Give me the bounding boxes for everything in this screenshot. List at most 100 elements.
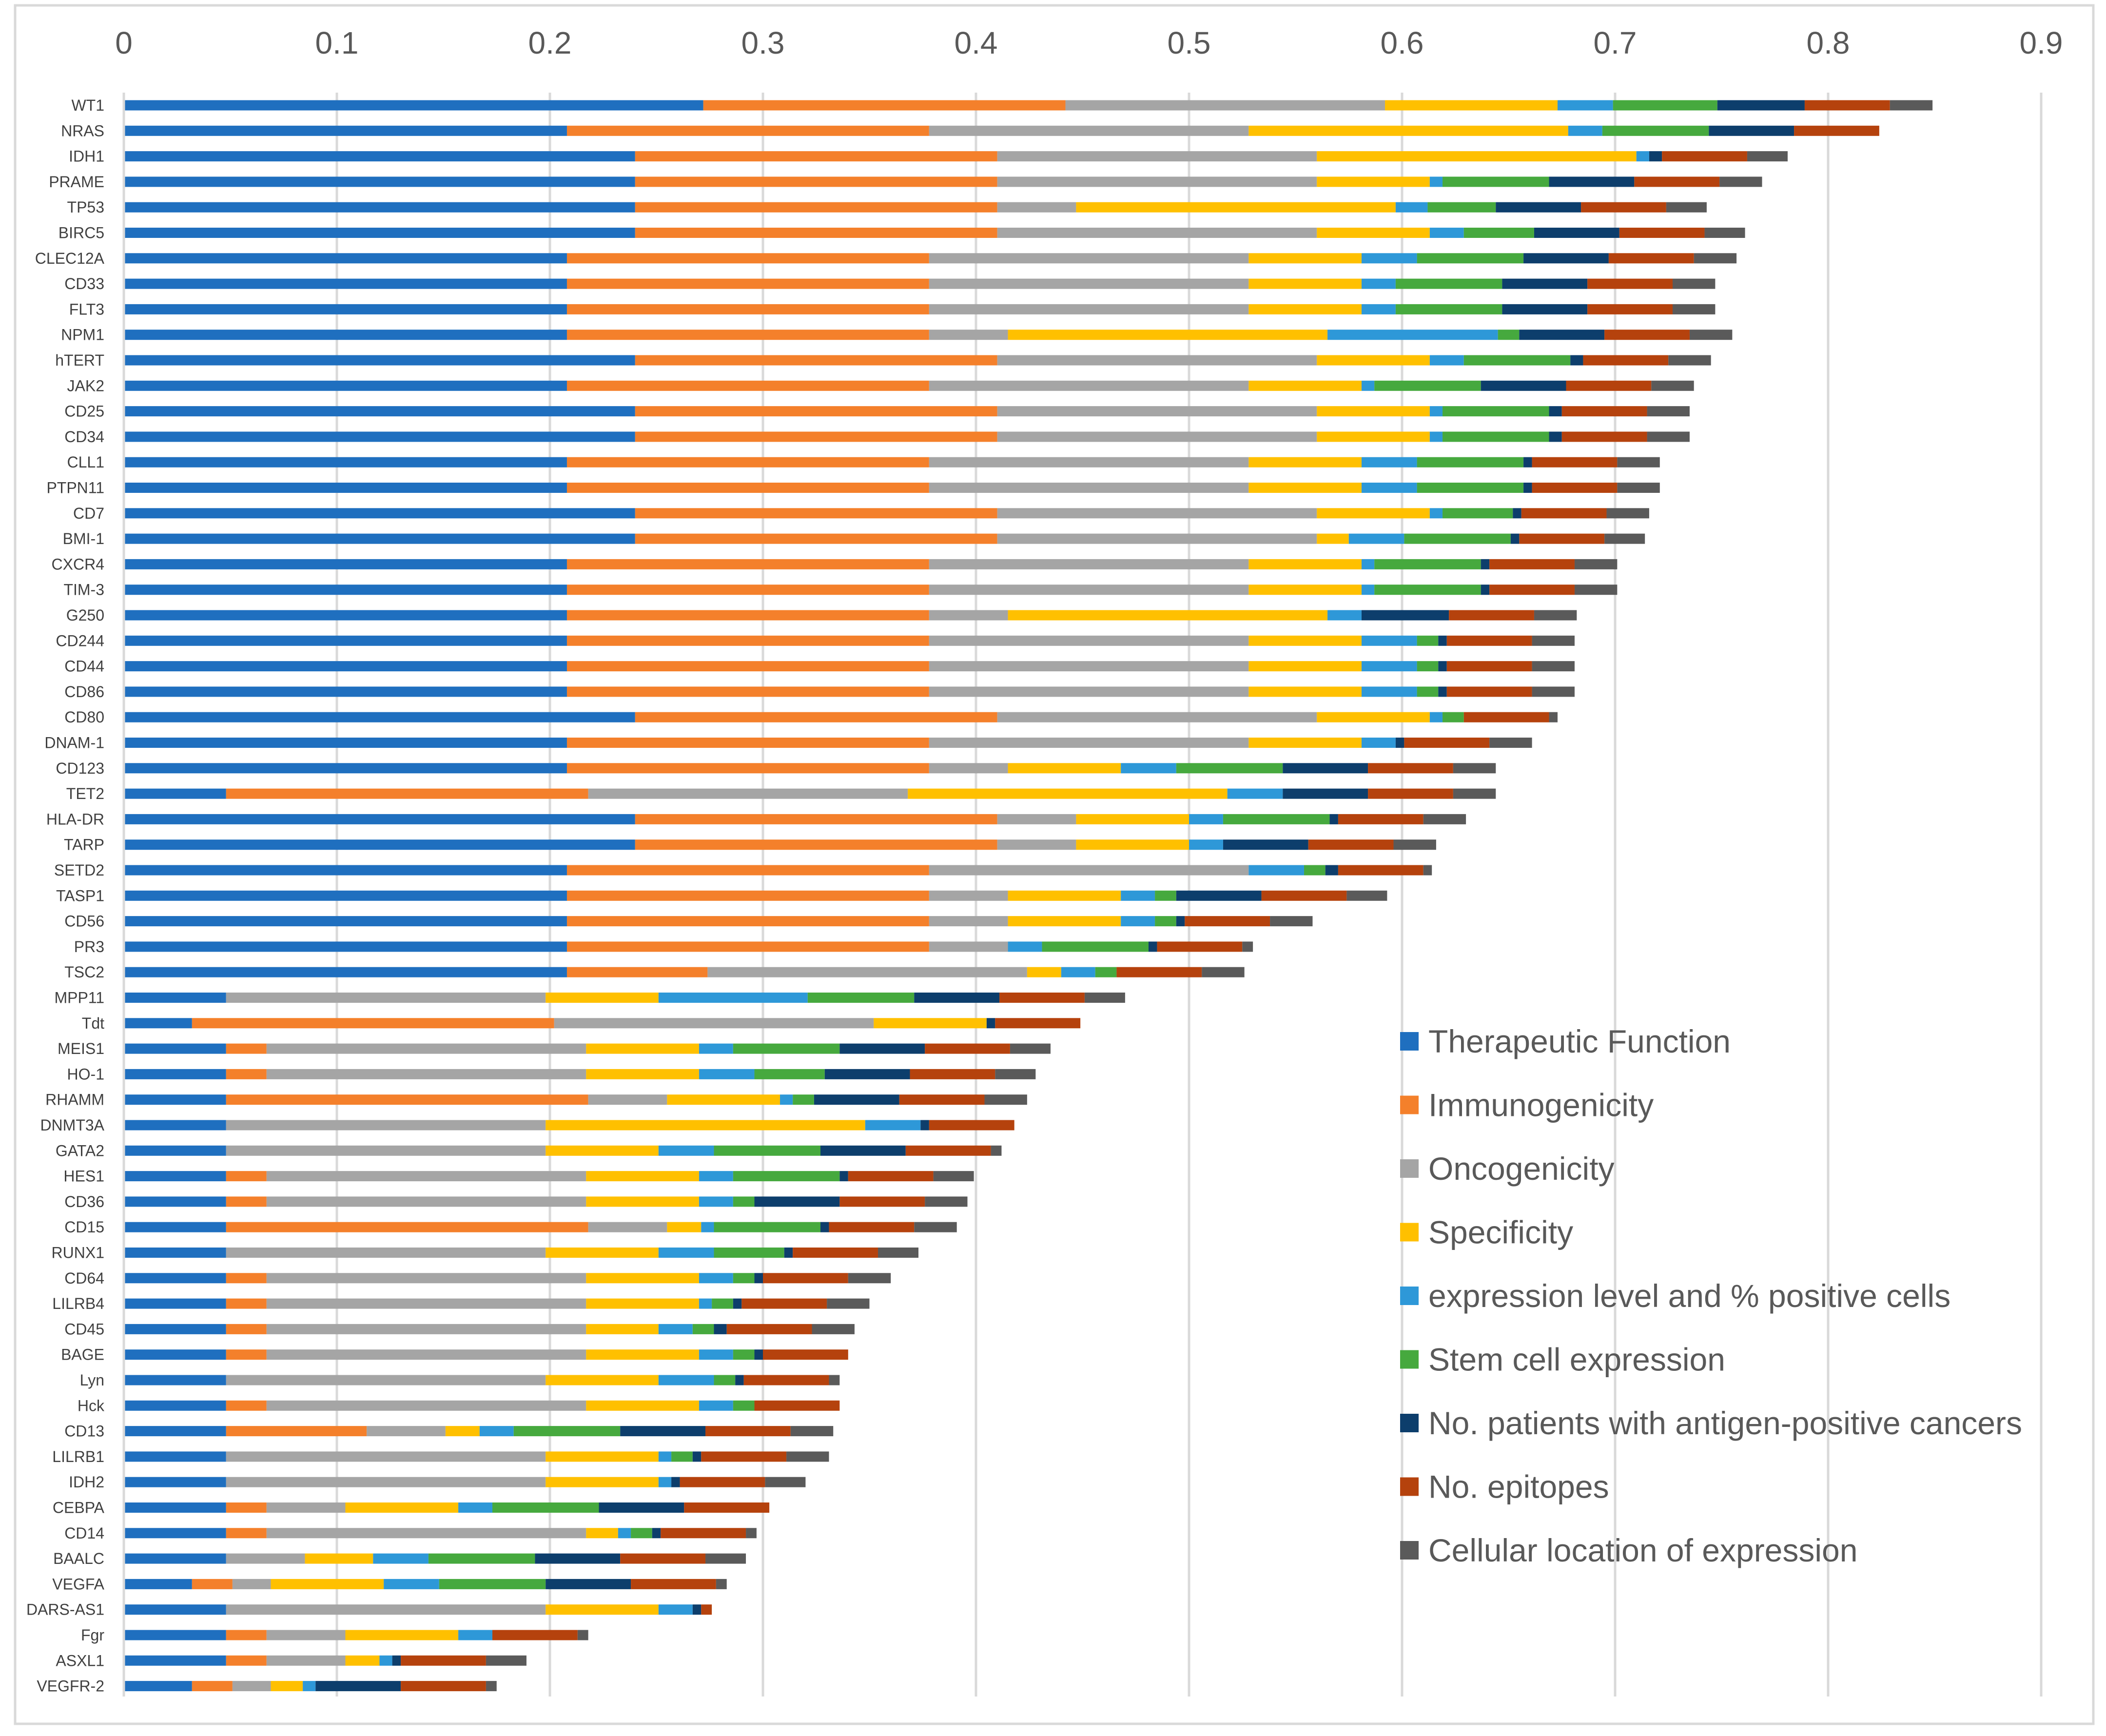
category-label: CD244 bbox=[56, 632, 104, 649]
bar-segment bbox=[1148, 941, 1157, 952]
bar-segment bbox=[1604, 533, 1645, 544]
bar-segment bbox=[714, 1248, 784, 1258]
category-label: hTERT bbox=[55, 351, 104, 369]
bar-segment bbox=[712, 1298, 733, 1309]
bar-segment bbox=[1549, 176, 1635, 187]
bar-segment bbox=[1361, 610, 1449, 621]
bar-segment bbox=[226, 788, 588, 799]
bar-segment bbox=[1061, 967, 1095, 977]
bar-segment bbox=[635, 533, 997, 544]
bar-segment bbox=[1534, 610, 1577, 621]
bar-segment bbox=[1513, 508, 1521, 519]
bar-segment bbox=[743, 1375, 829, 1385]
bar-segment bbox=[1583, 355, 1669, 366]
bar-segment bbox=[124, 125, 567, 136]
bar-segment bbox=[929, 559, 1249, 569]
bar-segment bbox=[1463, 712, 1549, 722]
category-label: MEIS1 bbox=[58, 1040, 104, 1057]
bar-segment bbox=[1368, 788, 1453, 799]
bar-segment bbox=[699, 1171, 733, 1182]
bar-segment bbox=[1317, 533, 1349, 544]
bar-segment bbox=[1076, 202, 1396, 213]
bar-segment bbox=[1521, 508, 1607, 519]
category-label: DARS-AS1 bbox=[26, 1601, 104, 1619]
bar-segment bbox=[124, 738, 567, 748]
bar-segment bbox=[784, 1248, 793, 1258]
bar-segment bbox=[373, 1553, 429, 1564]
bar-segment bbox=[1429, 508, 1443, 519]
bar-segment bbox=[705, 1426, 791, 1437]
bar-segment bbox=[1423, 865, 1432, 876]
bar-segment bbox=[1453, 763, 1496, 774]
bar-segment bbox=[1523, 457, 1532, 468]
legend-swatch bbox=[1400, 1541, 1419, 1560]
bar-segment bbox=[401, 1681, 486, 1692]
category-label: CD34 bbox=[64, 428, 104, 446]
bar-segment bbox=[535, 1553, 621, 1564]
bar-segment bbox=[1393, 839, 1436, 850]
bar-segment bbox=[124, 1604, 226, 1615]
bar-segment bbox=[733, 1349, 755, 1360]
bar-segment bbox=[546, 1248, 659, 1258]
bar-segment bbox=[1202, 967, 1245, 977]
bar-segment bbox=[226, 1298, 267, 1309]
bar-segment bbox=[1647, 406, 1690, 417]
x-tick-label: 0.7 bbox=[1594, 25, 1637, 60]
legend-swatch bbox=[1400, 1159, 1419, 1178]
bar-segment bbox=[1361, 661, 1417, 672]
bar-segment bbox=[546, 1375, 659, 1385]
bar-segment bbox=[1317, 176, 1430, 187]
bar-segment bbox=[1423, 814, 1466, 824]
bar-segment bbox=[124, 1222, 226, 1232]
bar-segment bbox=[824, 1069, 910, 1079]
bar-segment bbox=[997, 176, 1317, 187]
bar-segment bbox=[635, 814, 997, 824]
legend-swatch bbox=[1400, 1350, 1419, 1369]
bar-segment bbox=[1604, 330, 1690, 340]
bar-segment bbox=[620, 1426, 706, 1437]
bar-segment bbox=[984, 1094, 1027, 1105]
bar-segment bbox=[754, 1196, 840, 1207]
bar-segment bbox=[1404, 533, 1511, 544]
bar-segment bbox=[367, 1426, 446, 1437]
bar-segment bbox=[692, 1324, 714, 1334]
bar-segment bbox=[1283, 763, 1368, 774]
bar-segment bbox=[566, 890, 929, 901]
bar-segment bbox=[266, 1324, 586, 1334]
bar-segment bbox=[586, 1171, 699, 1182]
bar-segment bbox=[226, 1145, 546, 1156]
bar-segment bbox=[991, 1145, 1002, 1156]
bar-segment bbox=[793, 1248, 878, 1258]
bar-segment bbox=[124, 1273, 226, 1284]
bar-segment bbox=[829, 1222, 915, 1232]
bar-segment bbox=[658, 1604, 693, 1615]
bar-segment bbox=[1185, 916, 1270, 927]
bar-segment bbox=[1361, 585, 1375, 595]
bar-segment bbox=[513, 1426, 621, 1437]
legend-label: Stem cell expression bbox=[1428, 1342, 1725, 1378]
legend: Therapeutic Function Immunogenicity Oncoge… bbox=[1400, 1023, 2022, 1568]
bar-segment bbox=[1417, 686, 1439, 697]
bar-segment bbox=[1395, 304, 1502, 314]
category-label: CD45 bbox=[64, 1320, 104, 1338]
bar-segment bbox=[1084, 993, 1125, 1003]
bar-segment bbox=[124, 635, 567, 646]
bar-segment bbox=[546, 1604, 659, 1615]
bar-segment bbox=[1608, 253, 1694, 264]
bar-segment bbox=[765, 1477, 806, 1487]
bar-segment bbox=[925, 1043, 1010, 1054]
bar-segment bbox=[754, 1273, 763, 1284]
bar-segment bbox=[566, 738, 929, 748]
bar-segment bbox=[439, 1579, 546, 1589]
bar-segment bbox=[658, 1451, 672, 1462]
bar-segment bbox=[1606, 508, 1649, 519]
bar-segment bbox=[315, 1681, 401, 1692]
bar-segment bbox=[929, 635, 1249, 646]
bar-segment bbox=[699, 1400, 733, 1411]
x-tick-label: 0.2 bbox=[528, 25, 572, 60]
bar-segment bbox=[746, 1528, 757, 1539]
bar-segment bbox=[1121, 763, 1176, 774]
bar-segment bbox=[577, 1630, 588, 1640]
bar-segment bbox=[1189, 839, 1223, 850]
bar-segment bbox=[658, 1248, 714, 1258]
